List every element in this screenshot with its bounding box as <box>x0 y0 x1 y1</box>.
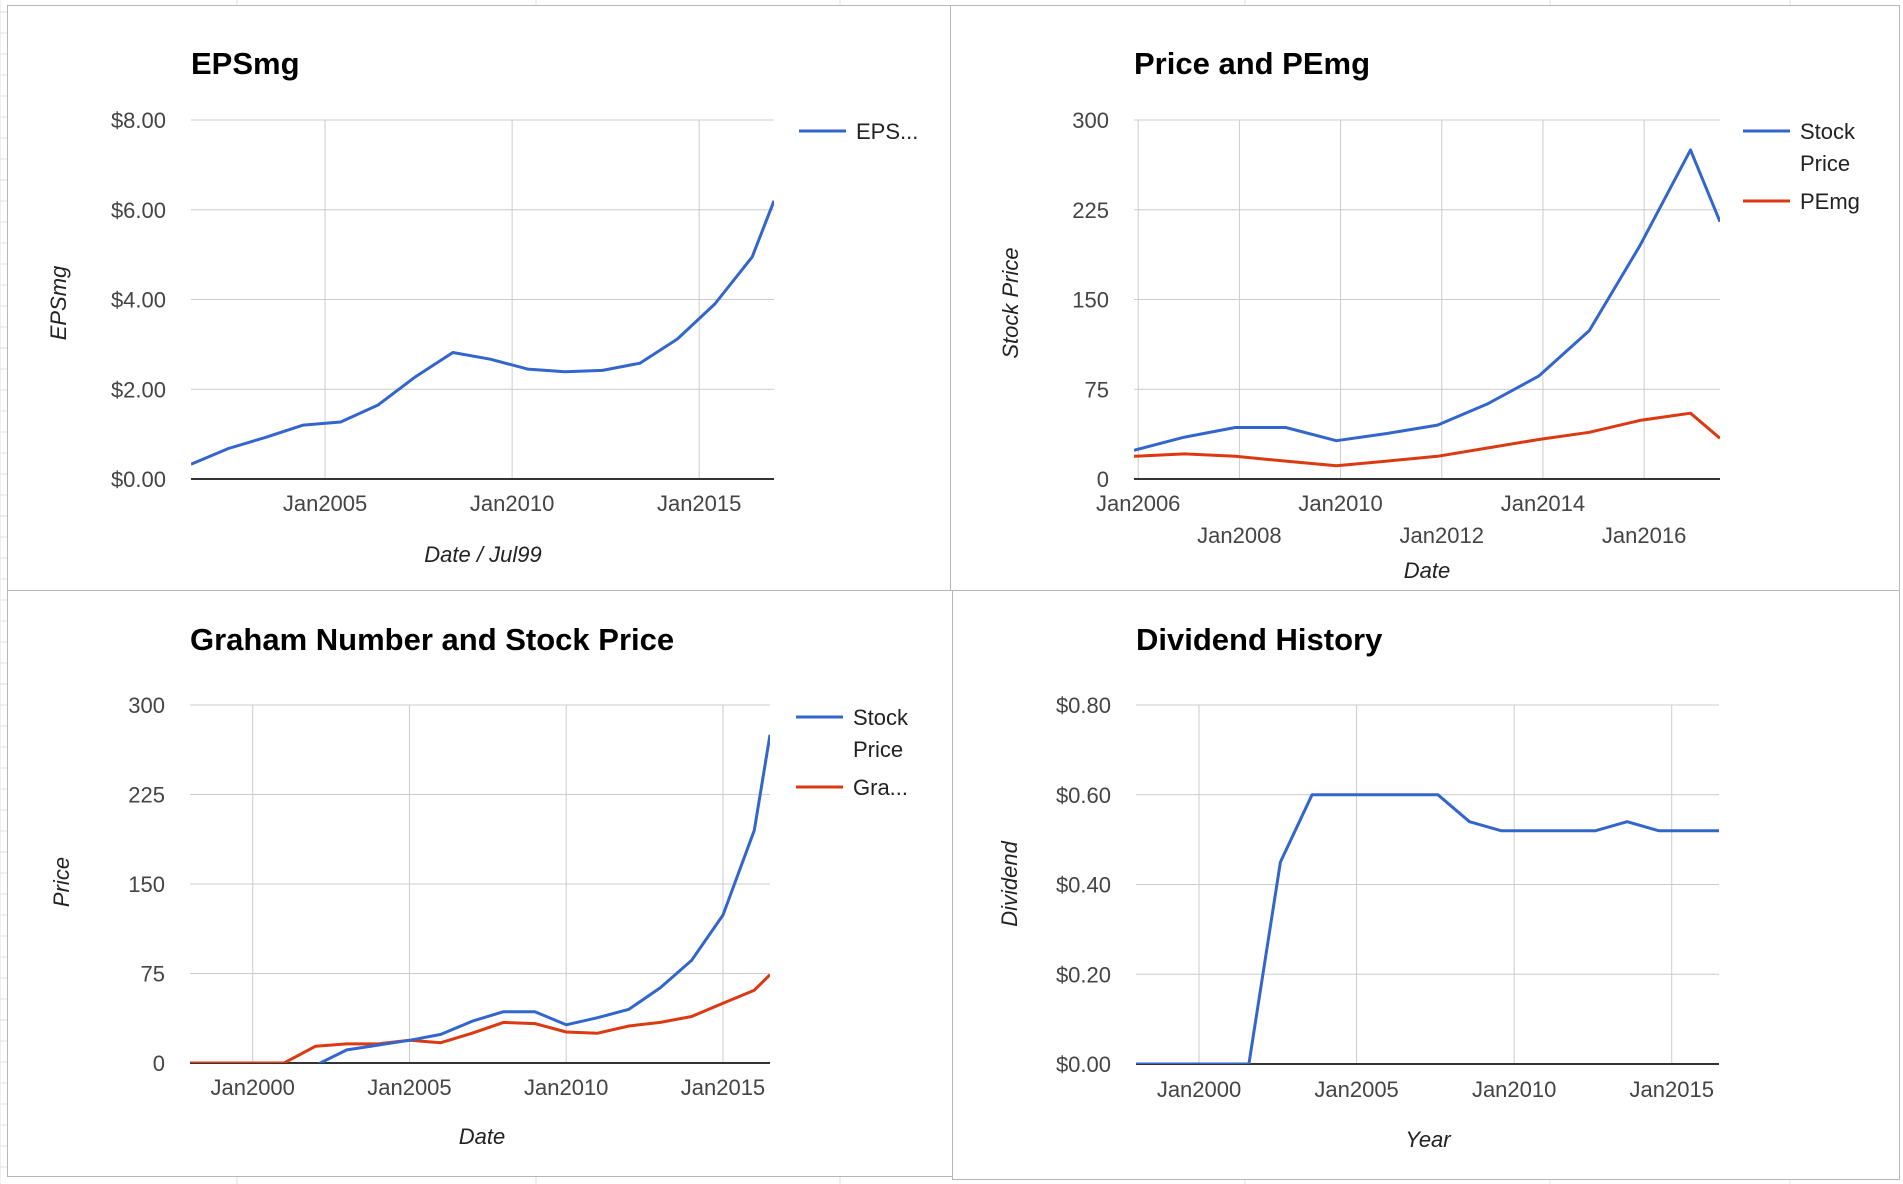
legend-label[interactable]: PEmg <box>1800 189 1860 214</box>
legend-label[interactable]: Stock Price <box>1800 119 1856 176</box>
y-tick-label: 150 <box>1072 288 1109 313</box>
y-axis-label: Dividend <box>997 840 1022 926</box>
x-tick-label: Jan2015 <box>657 491 741 516</box>
y-tick-label: 0 <box>1097 467 1109 492</box>
y-tick-label: 0 <box>153 1051 165 1076</box>
y-tick-label: 300 <box>1072 108 1109 133</box>
y-tick-label: $0.80 <box>1056 693 1111 718</box>
chart-title: Dividend History <box>1136 622 1383 657</box>
x-tick-label: Jan2014 <box>1501 491 1585 516</box>
chart-graham-panel[interactable]: Graham Number and Stock Price Date Price… <box>7 590 953 1177</box>
x-tick-label: Jan2010 <box>1298 491 1382 516</box>
y-tick-label: 300 <box>128 693 165 718</box>
y-tick-label: $6.00 <box>111 198 166 223</box>
x-tick-label: Jan2016 <box>1602 523 1686 548</box>
chart-title: Price and PEmg <box>1134 46 1370 81</box>
chart-title: EPSmg <box>191 46 300 81</box>
legend-label[interactable]: Stock Price <box>853 705 909 762</box>
y-tick-label: 225 <box>128 783 165 808</box>
y-tick-label: $0.20 <box>1056 962 1111 987</box>
y-axis-label: Price <box>49 857 74 907</box>
chart-title: Graham Number and Stock Price <box>190 622 674 657</box>
x-tick-label: Jan2012 <box>1400 523 1484 548</box>
y-tick-label: $0.00 <box>111 467 166 492</box>
x-axis-label: Date <box>1404 558 1450 583</box>
x-tick-label: Jan2010 <box>470 491 554 516</box>
x-tick-label: Jan2005 <box>367 1075 451 1100</box>
legend-label[interactable]: EPS... <box>856 119 918 144</box>
y-tick-label: 75 <box>141 962 165 987</box>
x-tick-label: Jan2005 <box>283 491 367 516</box>
y-tick-label: 75 <box>1085 377 1109 402</box>
x-tick-label: Jan2008 <box>1197 523 1281 548</box>
chart-dividend-panel[interactable]: Dividend History Year Dividend $0.00 $0.2… <box>952 590 1900 1180</box>
x-tick-label: Jan2010 <box>1472 1077 1556 1102</box>
x-axis-label: Date <box>459 1124 505 1149</box>
legend-label[interactable]: Gra... <box>853 775 908 800</box>
y-tick-label: $0.40 <box>1056 873 1111 898</box>
series-line-1 <box>1134 411 1720 468</box>
chart-price-pe-panel[interactable]: Price and PEmg Date Stock Price 0 75 150 22… <box>950 5 1900 591</box>
chart-price-pe-svg: Price and PEmg Date Stock Price 0 75 150 22… <box>998 46 1860 583</box>
x-tick-label: Jan2015 <box>1630 1077 1714 1102</box>
y-tick-label: $4.00 <box>111 288 166 313</box>
series-line-0 <box>1134 148 1720 452</box>
series-line-0 <box>316 734 770 1063</box>
x-tick-label: Jan2005 <box>1314 1077 1398 1102</box>
x-tick-label: Jan2010 <box>524 1075 608 1100</box>
chart-graham-svg: Graham Number and Stock Price Date Price… <box>49 622 909 1149</box>
y-tick-label: 150 <box>128 872 165 897</box>
series-line-1 <box>190 973 770 1063</box>
y-tick-label: $2.00 <box>111 377 166 402</box>
x-axis-label: Year <box>1405 1127 1452 1152</box>
y-tick-label: 225 <box>1072 198 1109 223</box>
chart-dividend-svg: Dividend History Year Dividend $0.00 $0.2… <box>997 622 1719 1152</box>
chart-eps-svg: EPSmg Date / Jul99 EPSmg $0.00 $2.00 $4.00… <box>46 46 918 567</box>
x-tick-label: Jan2000 <box>1157 1077 1241 1102</box>
chart-eps-panel[interactable]: EPSmg Date / Jul99 EPSmg $0.00 $2.00 $4.00… <box>7 5 951 591</box>
series-line-0 <box>1136 793 1719 1064</box>
series-line-0 <box>191 200 774 466</box>
x-tick-label: Jan2000 <box>210 1075 294 1100</box>
y-tick-label: $0.00 <box>1056 1052 1111 1077</box>
y-tick-label: $8.00 <box>111 108 166 133</box>
y-axis-label: Stock Price <box>998 247 1023 358</box>
x-axis-label: Date / Jul99 <box>424 542 541 567</box>
x-tick-label: Jan2015 <box>681 1075 765 1100</box>
y-tick-label: $0.60 <box>1056 783 1111 808</box>
x-tick-label: Jan2006 <box>1096 491 1180 516</box>
y-axis-label: EPSmg <box>46 265 71 340</box>
